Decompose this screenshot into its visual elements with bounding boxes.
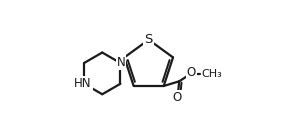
Text: O: O [187, 66, 196, 79]
Text: N: N [117, 56, 125, 69]
Text: S: S [145, 33, 153, 46]
Text: O: O [173, 91, 182, 104]
Text: HN: HN [74, 77, 92, 90]
Text: CH₃: CH₃ [201, 69, 222, 79]
